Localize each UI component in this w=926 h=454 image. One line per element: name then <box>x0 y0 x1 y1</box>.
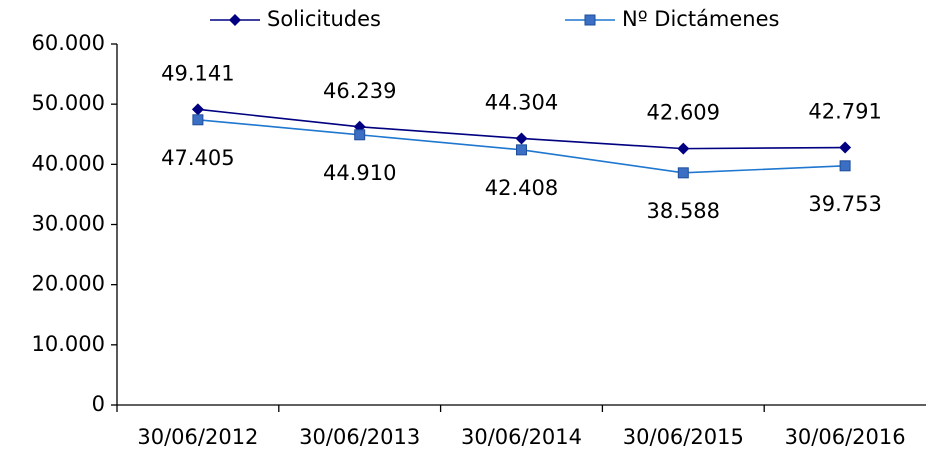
data-label: 42.408 <box>485 176 558 200</box>
data-point <box>677 167 689 179</box>
data-label: 49.141 <box>161 61 234 85</box>
data-label: 44.910 <box>323 161 396 185</box>
y-tick-label: 10.000 <box>32 332 105 356</box>
legend-label: Nº Dictámenes <box>622 7 779 31</box>
data-label: 42.609 <box>647 101 720 125</box>
data-label: 38.588 <box>647 199 720 223</box>
x-tick-label: 30/06/2015 <box>623 425 744 449</box>
data-point <box>354 129 366 141</box>
x-tick-label: 30/06/2012 <box>137 425 258 449</box>
x-tick-label: 30/06/2016 <box>785 425 906 449</box>
x-tick-label: 30/06/2014 <box>461 425 582 449</box>
data-point <box>515 132 528 145</box>
data-point <box>839 160 851 172</box>
y-tick-label: 60.000 <box>32 31 105 55</box>
data-label: 42.791 <box>808 100 881 124</box>
data-label: 47.405 <box>161 146 234 170</box>
x-tick-label: 30/06/2013 <box>299 425 420 449</box>
data-point <box>516 144 527 156</box>
y-tick-label: 40.000 <box>32 151 105 175</box>
data-label: 46.239 <box>323 79 396 103</box>
legend-marker <box>229 14 241 26</box>
data-point <box>677 142 690 155</box>
y-tick-label: 50.000 <box>32 91 105 115</box>
data-point <box>191 103 204 116</box>
data-label: 44.304 <box>485 90 558 114</box>
legend-label: Solicitudes <box>267 7 381 31</box>
data-point <box>839 141 852 154</box>
y-tick-label: 30.000 <box>32 212 105 236</box>
y-tick-label: 20.000 <box>32 272 105 296</box>
data-label: 39.753 <box>808 192 881 216</box>
legend-marker <box>584 14 596 26</box>
data-point <box>192 114 204 126</box>
y-tick-label: 0 <box>92 392 105 416</box>
